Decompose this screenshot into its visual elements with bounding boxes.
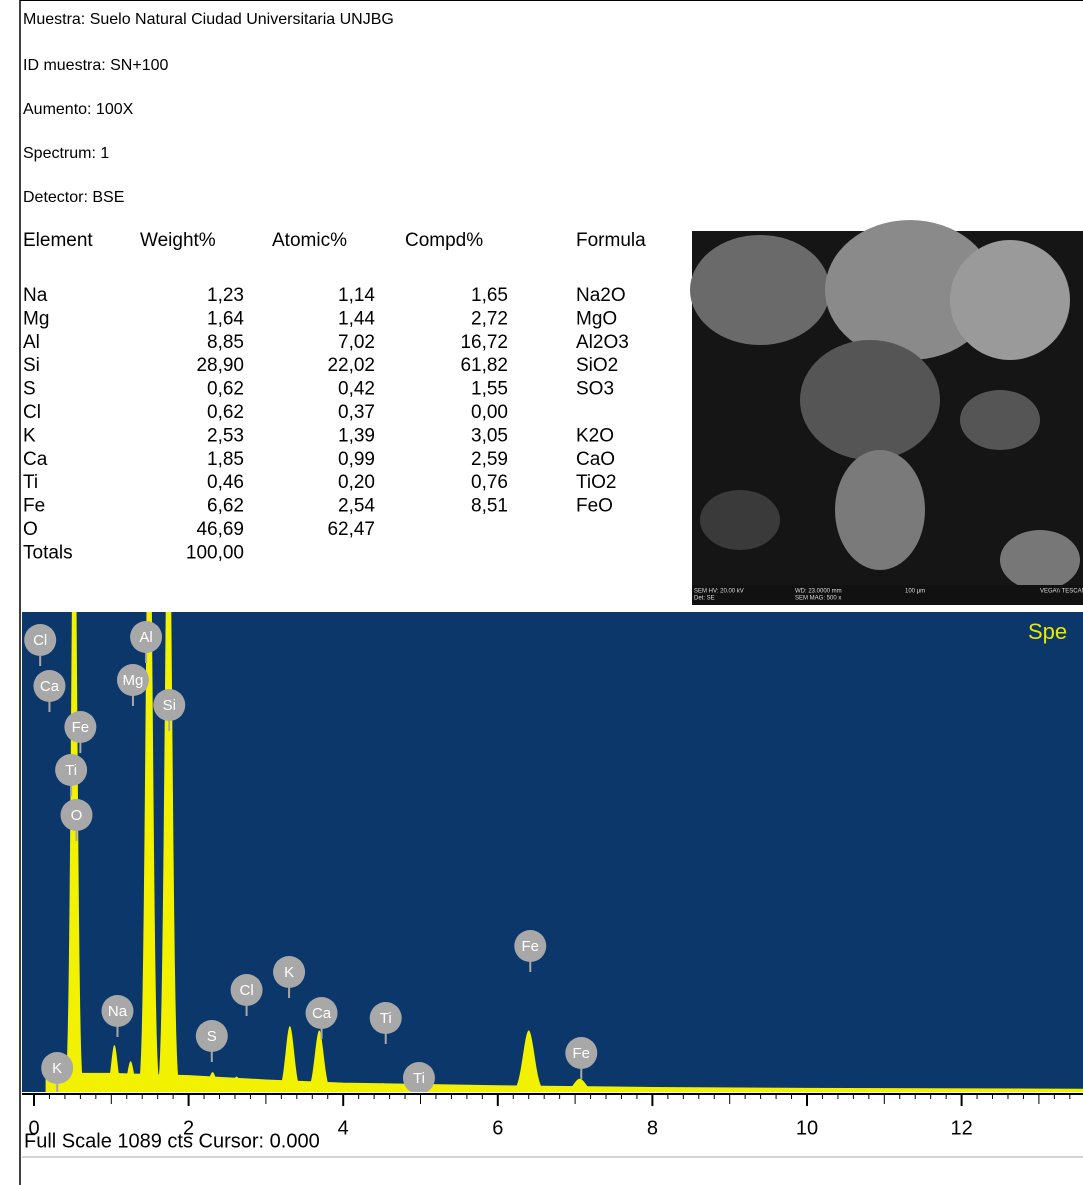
table-cell: 0,46 [207,472,244,493]
info-line: Muestra: Suelo Natural Ciudad Universita… [23,11,394,28]
table-cell: FeO [576,496,613,517]
peak-label: Fe [72,719,90,736]
table-cell: Mg [23,308,49,329]
sem-info: WD: 23.0000 mm [795,589,842,595]
info-line: Detector: BSE [23,189,124,206]
sem-info: SEM HV: 20.00 kV [694,589,744,595]
table-cell: 8,51 [471,496,508,517]
table-header: Atomic% [272,230,347,251]
table-cell: Al [23,332,40,353]
peak-label: Ti [413,1070,425,1087]
table-cell: Al2O3 [576,332,629,353]
table-cell: Na [23,285,48,306]
table-cell: 0,99 [338,449,375,470]
table-cell: SO3 [576,379,614,400]
table-cell: 46,69 [196,519,244,540]
table-cell: O [23,519,38,540]
table-cell: 2,53 [207,425,244,446]
table-cell: 1,14 [338,285,375,306]
x-tick-label: 4 [338,1117,349,1139]
table-cell: 2,72 [471,308,508,329]
table-header: Element [23,230,93,251]
table-header: Weight% [140,230,216,251]
sem-info: SEM MAG: 500 x [795,596,841,602]
table-cell: 2,59 [471,449,508,470]
spectrum-footer: Full Scale 1089 cts Cursor: 0.000 [24,1130,320,1152]
table-cell: Ca [23,449,48,470]
table-cell: 1,65 [471,285,508,306]
table-cell: Na2O [576,285,626,306]
table-header: Compd% [405,230,483,251]
x-tick-label: 8 [647,1117,658,1139]
table-cell: 1,23 [207,285,244,306]
x-tick-label: 6 [492,1117,503,1139]
table-cell: TiO2 [576,472,616,493]
sem-info: 100 μm [905,589,925,595]
table-cell: S [23,379,36,400]
peak-label: Cl [33,632,47,649]
table-cell: 0,20 [338,472,375,493]
table-cell: 7,02 [338,332,375,353]
sem-image [690,220,1083,605]
peak-label: Fe [522,938,540,955]
peak-label: Ti [380,1010,392,1027]
table-cell: 1,85 [207,449,244,470]
peak-label: O [71,807,83,824]
table-cell: 61,82 [460,355,508,376]
table-cell: SiO2 [576,355,618,376]
table-cell: 1,39 [338,425,375,446]
x-tick-label: 12 [950,1117,972,1139]
info-line: Aumento: 100X [23,101,134,118]
table-cell: 22,02 [327,355,375,376]
table-cell: 0,62 [207,379,244,400]
table-cell: 8,85 [207,332,244,353]
peak-label: Al [139,629,152,646]
table-cell: 16,72 [460,332,508,353]
table-cell: 0,76 [471,472,508,493]
table-cell: 0,00 [471,402,508,423]
info-line: Spectrum: 1 [23,145,109,162]
info-line: ID muestra: SN+100 [23,57,169,74]
peak-label: S [207,1028,217,1045]
peak-label: Si [163,697,176,714]
spectrum-title: Spe [1028,619,1067,644]
peak-label: Ca [40,678,60,695]
peak-label: Ti [65,762,77,779]
table-cell: Cl [23,402,41,423]
peak-label: Cl [239,982,253,999]
table-cell: 0,42 [338,379,375,400]
table-cell: Totals [23,542,73,563]
table-cell: 0,62 [207,402,244,423]
table-cell: 2,54 [338,496,375,517]
table-cell: 62,47 [327,519,375,540]
table-cell: 6,62 [207,496,244,517]
table-cell: 100,00 [186,542,244,563]
table-cell: CaO [576,449,615,470]
table-header: Formula [576,230,646,251]
x-tick-label: 10 [796,1117,818,1139]
table-cell: K [23,425,36,446]
table-cell: K2O [576,425,614,446]
table-cell: MgO [576,308,617,329]
table-cell: 3,05 [471,425,508,446]
peak-label: K [52,1060,62,1077]
spectrum-panel [22,612,1083,1092]
table-cell: Fe [23,496,45,517]
peak-label: K [284,964,294,981]
peak-label: Ca [312,1005,332,1022]
table-cell: Ti [23,472,38,493]
table-cell: 1,44 [338,308,375,329]
peak-label: Na [108,1003,128,1020]
sem-info: Det: SE [694,596,715,602]
table-cell: 28,90 [196,355,244,376]
table-cell: 1,55 [471,379,508,400]
table-cell: 1,64 [207,308,244,329]
table-cell: Si [23,355,40,376]
table-cell: 0,37 [338,402,375,423]
peak-label: Fe [573,1045,591,1062]
peak-label: Mg [123,672,144,689]
page: Muestra: Suelo Natural Ciudad Universita… [0,0,1083,1185]
sem-info: VEGA\\ TESCAN [1040,589,1083,595]
